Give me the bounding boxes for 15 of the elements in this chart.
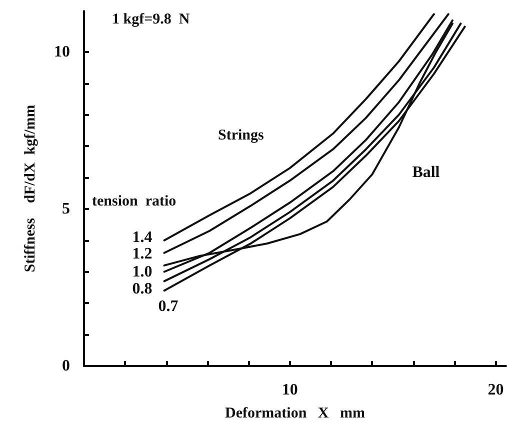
series-label: 0.7 (158, 298, 178, 316)
annotation: 1 kgf=9.8 N (112, 12, 190, 28)
legend-title: tension ratio (92, 194, 176, 210)
series-label: 0.8 (132, 280, 152, 298)
series-label: Ball (412, 164, 440, 181)
x-tick-label: 20 (488, 382, 504, 398)
y-tick-label: 10 (54, 43, 70, 60)
series-label: 1.4 (132, 228, 152, 246)
x-axis-title: Deformation X mm (225, 406, 366, 422)
y-axis-title: Stiffness dF/dX kgf/mm (22, 104, 38, 272)
annotation: Strings (218, 128, 264, 144)
series-label: 1.0 (132, 263, 152, 280)
series-label: 1.2 (132, 245, 152, 262)
y-tick-label: 5 (62, 200, 70, 218)
y-tick-label: 0 (62, 358, 70, 374)
